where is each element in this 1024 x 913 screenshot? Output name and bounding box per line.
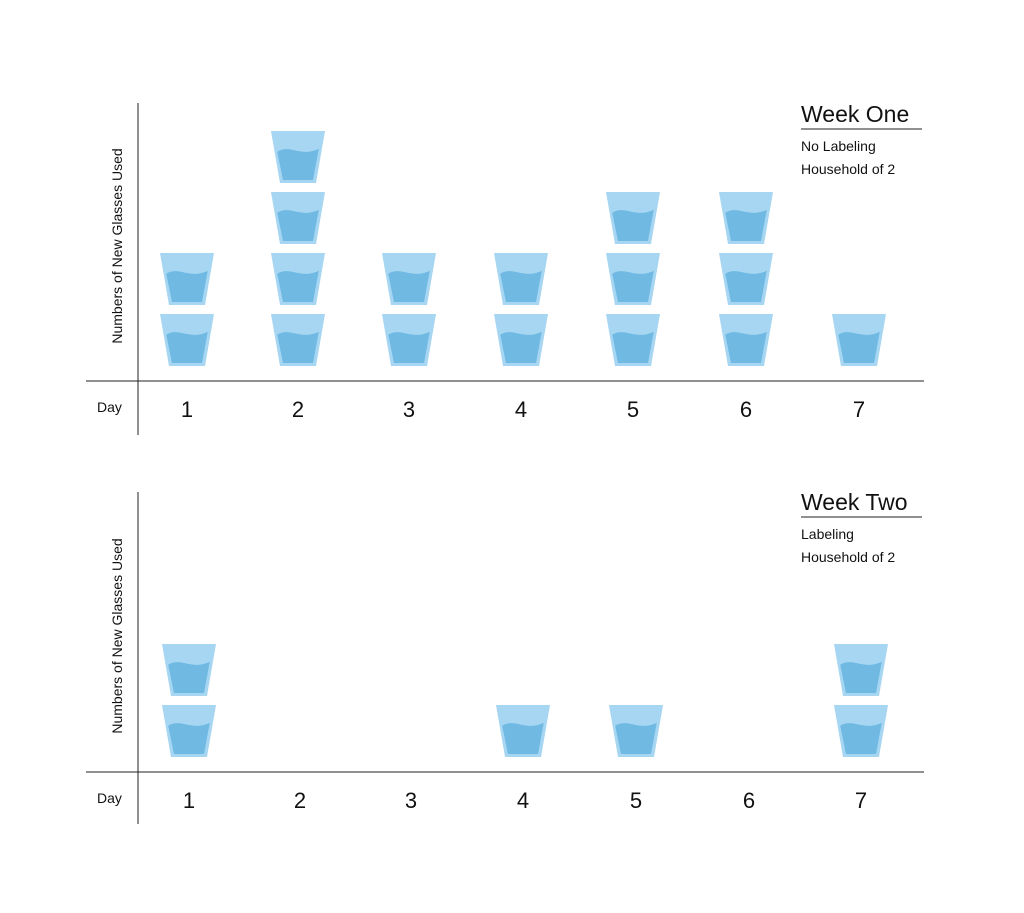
- chart-subtitle-line: Household of 2: [801, 161, 895, 177]
- x-tick-label: 2: [294, 788, 306, 813]
- x-tick-label: 7: [855, 788, 867, 813]
- glass-stack-day-2: [271, 131, 325, 366]
- x-axis-title: Day: [97, 399, 122, 415]
- chart-title: Week Two: [801, 489, 908, 515]
- x-tick-label: 6: [743, 788, 755, 813]
- chart-subtitle-line: Household of 2: [801, 549, 895, 565]
- x-tick-label: 4: [515, 397, 527, 422]
- glass-stack-day-4: [494, 253, 548, 366]
- x-tick-label: 1: [181, 397, 193, 422]
- glass-stack-day-3: [382, 253, 436, 366]
- glass-of-water-icon: [160, 314, 214, 366]
- glass-of-water-icon: [162, 705, 216, 757]
- glass-stack-day-4: [496, 705, 550, 757]
- glass-of-water-icon: [606, 253, 660, 305]
- glass-of-water-icon: [834, 644, 888, 696]
- x-tick-label: 3: [405, 788, 417, 813]
- glass-of-water-icon: [382, 253, 436, 305]
- glass-of-water-icon: [160, 253, 214, 305]
- y-axis-label: Numbers of New Glasses Used: [109, 538, 125, 733]
- glass-of-water-icon: [609, 705, 663, 757]
- glass-of-water-icon: [271, 192, 325, 244]
- x-tick-label: 3: [403, 397, 415, 422]
- x-tick-label: 1: [183, 788, 195, 813]
- glass-of-water-icon: [382, 314, 436, 366]
- x-tick-label: 6: [740, 397, 752, 422]
- glass-stack-day-5: [606, 192, 660, 366]
- x-axis-title: Day: [97, 790, 122, 806]
- x-tick-label: 5: [630, 788, 642, 813]
- chart-panel-week-1: Week One No Labeling Household of 2 Numbers…: [86, 101, 924, 435]
- glass-of-water-icon: [719, 253, 773, 305]
- glass-stack-day-7: [834, 644, 888, 757]
- x-tick-label: 4: [517, 788, 529, 813]
- x-tick-label: 5: [627, 397, 639, 422]
- chart-panel-week-2: Week Two Labeling Household of 2 Numbers of…: [86, 489, 924, 824]
- chart-subtitle-line: Labeling: [801, 526, 854, 542]
- glass-stack-day-6: [719, 192, 773, 366]
- glass-of-water-icon: [606, 192, 660, 244]
- glass-of-water-icon: [834, 705, 888, 757]
- glass-of-water-icon: [494, 253, 548, 305]
- glass-of-water-icon: [271, 314, 325, 366]
- chart-title: Week One: [801, 101, 909, 127]
- x-tick-label: 7: [853, 397, 865, 422]
- glass-stack-day-7: [832, 314, 886, 366]
- glass-of-water-icon: [162, 644, 216, 696]
- glass-of-water-icon: [606, 314, 660, 366]
- glass-of-water-icon: [496, 705, 550, 757]
- glass-of-water-icon: [494, 314, 548, 366]
- glass-of-water-icon: [271, 131, 325, 183]
- glass-of-water-icon: [719, 314, 773, 366]
- glass-of-water-icon: [832, 314, 886, 366]
- glass-stack-day-5: [609, 705, 663, 757]
- glass-of-water-icon: [719, 192, 773, 244]
- glass-stack-day-1: [162, 644, 216, 757]
- x-tick-label: 2: [292, 397, 304, 422]
- glass-of-water-icon: [271, 253, 325, 305]
- chart-subtitle-line: No Labeling: [801, 138, 876, 154]
- y-axis-label: Numbers of New Glasses Used: [109, 148, 125, 343]
- glass-stack-day-1: [160, 253, 214, 366]
